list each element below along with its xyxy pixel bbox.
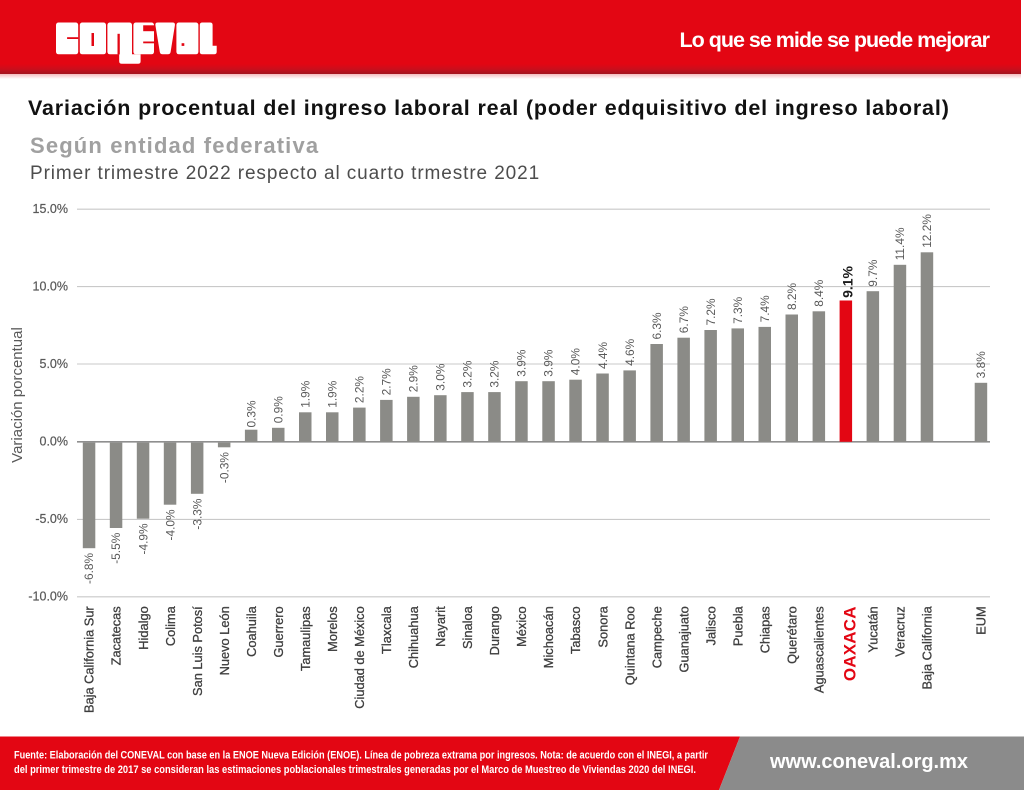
svg-text:www.coneval.org.mx: www.coneval.org.mx (769, 750, 969, 773)
svg-text:Veracruz: Veracruz (893, 606, 908, 657)
svg-text:Sinaloa: Sinaloa (460, 605, 475, 649)
svg-text:Aguascalientes: Aguascalientes (812, 606, 827, 693)
svg-text:9.7%: 9.7% (866, 259, 880, 287)
svg-text:Nuevo León: Nuevo León (217, 606, 232, 675)
svg-text:Zacatecas: Zacatecas (109, 606, 124, 665)
svg-text:Chihuahua: Chihuahua (406, 605, 421, 668)
svg-text:Durango: Durango (487, 606, 502, 655)
svg-text:1.9%: 1.9% (326, 380, 340, 408)
svg-text:México: México (514, 606, 529, 647)
svg-text:4.0%: 4.0% (569, 348, 583, 376)
svg-text:Sonora: Sonora (595, 605, 610, 647)
svg-text:Guanajuato: Guanajuato (676, 606, 691, 672)
svg-text:3.2%: 3.2% (488, 360, 502, 388)
svg-text:-3.3%: -3.3% (190, 498, 204, 529)
svg-text:Yucatán: Yucatán (866, 606, 881, 652)
svg-text:-4.9%: -4.9% (136, 523, 150, 554)
svg-text:4.4%: 4.4% (596, 341, 610, 369)
svg-text:del primer trimestre de 2017 s: del primer trimestre de 2017 se consider… (14, 764, 696, 776)
svg-text:2.2%: 2.2% (353, 376, 367, 404)
svg-text:Guerrero: Guerrero (271, 606, 286, 657)
svg-text:OAXACA: OAXACA (840, 606, 859, 681)
svg-text:Colima: Colima (163, 605, 178, 646)
svg-text:Hidalgo: Hidalgo (136, 606, 151, 649)
svg-text:3.2%: 3.2% (461, 360, 475, 388)
svg-text:0.9%: 0.9% (271, 396, 285, 424)
svg-text:San Luis Potosí: San Luis Potosí (190, 606, 205, 696)
svg-text:-5.5%: -5.5% (109, 532, 123, 563)
svg-text:12.2%: 12.2% (920, 214, 934, 248)
svg-text:3.9%: 3.9% (542, 349, 556, 377)
svg-text:8.2%: 8.2% (785, 282, 799, 310)
svg-text:9.1%: 9.1% (839, 265, 855, 297)
svg-text:7.3%: 7.3% (731, 296, 745, 324)
svg-text:7.2%: 7.2% (704, 298, 718, 326)
svg-text:7.4%: 7.4% (758, 295, 772, 323)
svg-text:11.4%: 11.4% (893, 227, 907, 260)
svg-text:3.9%: 3.9% (515, 349, 529, 377)
svg-text:-4.0%: -4.0% (163, 509, 177, 540)
svg-text:-5.0%: -5.0% (35, 512, 68, 526)
svg-text:Baja California: Baja California (920, 605, 935, 689)
svg-text:Variación porcentual: Variación porcentual (9, 327, 26, 463)
svg-text:-0.3%: -0.3% (217, 452, 231, 483)
svg-text:Ciudad de México: Ciudad de México (352, 606, 367, 708)
svg-text:Tamaulipas: Tamaulipas (298, 606, 313, 671)
svg-text:Tlaxcala: Tlaxcala (379, 605, 394, 654)
svg-text:Michoacán: Michoacán (541, 606, 556, 668)
svg-text:2.7%: 2.7% (380, 368, 394, 396)
svg-text:Fuente: Elaboración del CONEVA: Fuente: Elaboración del CONEVAL con base… (14, 750, 708, 762)
svg-text:Tabasco: Tabasco (568, 606, 583, 654)
svg-text:3.0%: 3.0% (434, 363, 448, 391)
svg-text:Quintana Roo: Quintana Roo (622, 606, 637, 685)
svg-text:EUM: EUM (974, 606, 989, 634)
svg-text:Jalisco: Jalisco (703, 606, 718, 645)
svg-text:1.9%: 1.9% (298, 380, 312, 408)
svg-text:0.3%: 0.3% (244, 400, 258, 428)
svg-text:Puebla: Puebla (730, 605, 745, 646)
svg-text:Baja California Sur: Baja California Sur (82, 606, 97, 713)
svg-text:10.0%: 10.0% (33, 279, 68, 293)
svg-text:4.6%: 4.6% (623, 338, 637, 366)
svg-text:3.8%: 3.8% (974, 351, 988, 379)
svg-text:5.0%: 5.0% (40, 357, 69, 371)
svg-text:2.9%: 2.9% (407, 365, 421, 393)
svg-text:Campeche: Campeche (649, 606, 664, 668)
svg-text:Coahuila: Coahuila (244, 605, 259, 656)
svg-text:Morelos: Morelos (325, 606, 340, 652)
svg-text:Querétaro: Querétaro (785, 606, 800, 664)
svg-text:Nayarit: Nayarit (433, 606, 448, 647)
svg-text:6.7%: 6.7% (677, 306, 691, 334)
svg-text:6.3%: 6.3% (650, 312, 664, 340)
svg-text:-10.0%: -10.0% (28, 590, 68, 604)
svg-text:8.4%: 8.4% (812, 279, 826, 307)
svg-text:-6.8%: -6.8% (82, 552, 96, 583)
svg-text:15.0%: 15.0% (33, 202, 68, 216)
svg-text:Chiapas: Chiapas (758, 606, 773, 653)
svg-text:0.0%: 0.0% (40, 435, 69, 449)
